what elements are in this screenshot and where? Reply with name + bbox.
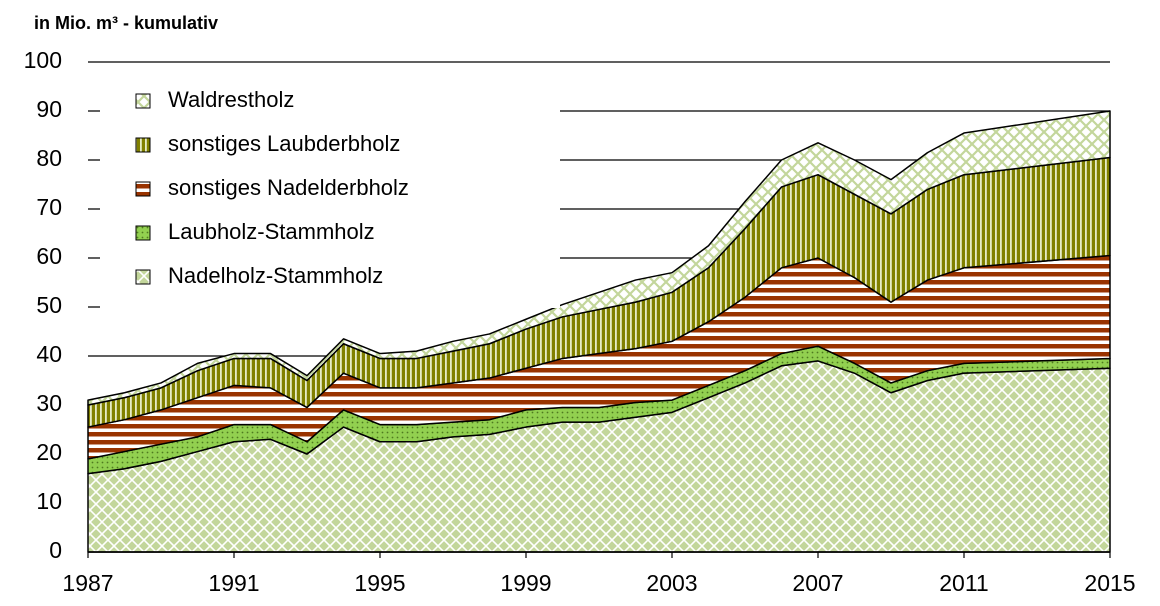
legend-label: Laubholz-Stammholz [168,219,375,244]
y-tick-label: 90 [36,96,62,122]
legend-swatch [135,137,151,153]
legend-label: sonstiges Laubderbholz [168,131,400,156]
y-tick-label: 70 [36,194,62,220]
y-tick-label: 60 [36,243,62,269]
legend-swatch [135,181,151,197]
legend-swatch [135,269,151,285]
legend-label: Waldrestholz [168,87,294,112]
legend-box [100,78,560,308]
y-tick-label: 10 [36,488,62,514]
x-tick-label: 2011 [939,570,988,596]
x-tick-label: 1995 [354,570,405,596]
legend-label: Nadelholz-Stammholz [168,263,383,288]
y-tick-label: 80 [36,145,62,171]
x-tick-label: 1987 [62,570,113,596]
y-tick-label: 20 [36,439,62,465]
x-tick-label: 2007 [792,570,843,596]
legend-label: sonstiges Nadelderbholz [168,175,409,200]
y-tick-label: 40 [36,341,62,367]
y-tick-label: 30 [36,390,62,416]
x-tick-label: 1991 [208,570,259,596]
legend-swatch [135,93,151,109]
chart-title: in Mio. m³ - kumulativ [34,13,218,33]
y-tick-label: 0 [49,537,62,563]
x-tick-label: 1999 [500,570,551,596]
y-tick-label: 100 [24,47,62,73]
legend-swatch [135,225,151,241]
x-tick-label: 2003 [646,570,697,596]
y-tick-label: 50 [36,292,62,318]
area [87,110,1111,406]
x-tick-label: 2015 [1084,570,1135,596]
